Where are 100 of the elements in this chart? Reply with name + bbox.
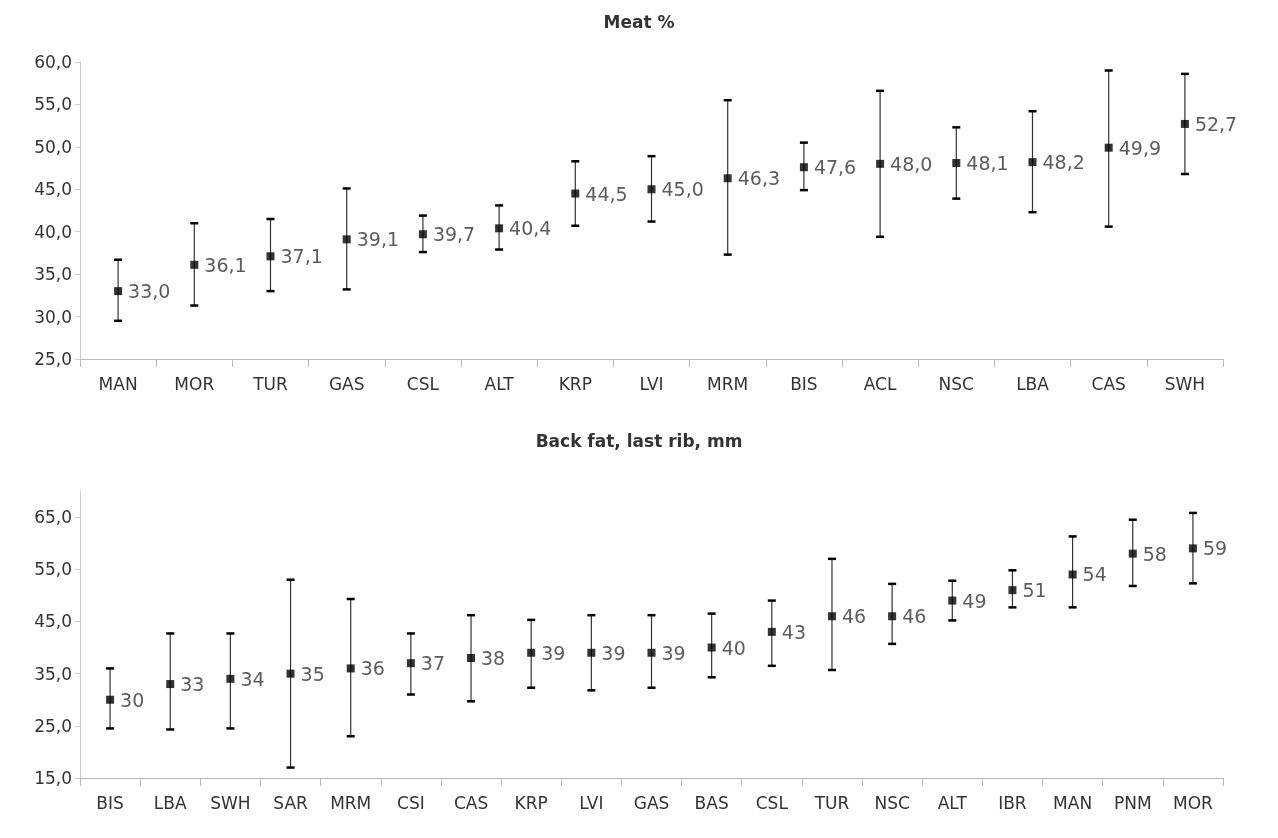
- x-tick-label: CSL: [755, 792, 789, 813]
- data-label: 40,4: [509, 217, 552, 240]
- data-label: 46,3: [737, 167, 781, 190]
- x-tick-label: NSC: [874, 792, 910, 813]
- data-label: 46: [841, 605, 867, 628]
- y-tick-label: 25,0: [34, 349, 72, 369]
- y-tick-label: 35,0: [34, 663, 72, 684]
- point: [495, 224, 504, 233]
- data-label: 52,7: [1194, 112, 1238, 135]
- data-label: 48,1: [966, 151, 1009, 174]
- point: [190, 260, 199, 269]
- x-tick-label: SWH: [210, 792, 251, 813]
- x-tick-label: LVI: [639, 373, 664, 394]
- x-tick-label: MAN: [1053, 792, 1093, 813]
- data-label: 36,1: [204, 253, 247, 276]
- x-tick-label: ACL: [863, 373, 897, 394]
- data-label: 39,1: [356, 228, 400, 251]
- x-tick-label: TUR: [252, 373, 289, 394]
- x-tick-label: CAS: [453, 792, 489, 813]
- x-tick-label: IBR: [998, 792, 1027, 813]
- x-tick-label: ALT: [484, 373, 515, 394]
- y-tick-label: 35,0: [34, 264, 72, 285]
- data-label: 30: [120, 688, 145, 711]
- data-label: 37: [420, 652, 446, 675]
- point: [266, 252, 275, 261]
- x-tick-label: NSC: [938, 373, 974, 394]
- data-label: 38: [481, 646, 506, 669]
- x-tick-label: MRM: [330, 792, 372, 813]
- point: [226, 674, 235, 683]
- point: [888, 612, 897, 621]
- x-tick-label: BIS: [96, 792, 124, 813]
- y-tick-label: 25,0: [34, 715, 72, 736]
- data-label: 47,6: [813, 156, 857, 179]
- data-label: 39,7: [432, 223, 476, 246]
- point: [342, 235, 351, 244]
- data-label: 34: [240, 667, 265, 690]
- point: [647, 648, 656, 657]
- point: [1128, 549, 1137, 558]
- y-tick-label: 50,0: [34, 136, 72, 157]
- y-tick-label: 45,0: [34, 611, 72, 632]
- point: [571, 189, 580, 198]
- data-label: 39: [601, 641, 626, 664]
- y-tick-label: 30,0: [34, 306, 72, 327]
- point: [1188, 544, 1197, 553]
- x-tick-label: MAN: [98, 373, 138, 394]
- x-tick-label: CAS: [1091, 373, 1126, 394]
- point: [114, 287, 123, 296]
- point: [286, 669, 295, 678]
- data-label: 49,9: [1118, 136, 1162, 159]
- x-tick-label: MRM: [707, 373, 749, 394]
- point: [948, 596, 957, 605]
- point: [467, 653, 476, 662]
- y-tick-label: 55,0: [34, 94, 72, 115]
- chart-title: Back fat, last rib, mm: [535, 430, 743, 451]
- x-tick-label: BAS: [694, 792, 729, 813]
- data-label: 59: [1202, 537, 1228, 560]
- y-tick-label: 15,0: [34, 768, 72, 788]
- point: [587, 648, 596, 657]
- point: [723, 174, 732, 183]
- point: [799, 163, 808, 172]
- data-label: 51: [1022, 579, 1047, 602]
- x-tick-label: GAS: [328, 373, 365, 394]
- point: [406, 659, 415, 668]
- x-tick-label: MOR: [1172, 792, 1214, 813]
- point: [1180, 119, 1189, 128]
- x-tick-label: KRP: [514, 792, 548, 813]
- y-tick-label: 55,0: [34, 559, 72, 580]
- point: [346, 664, 355, 673]
- x-tick-label: CSL: [406, 373, 440, 394]
- point: [166, 680, 175, 689]
- x-tick-label: GAS: [633, 792, 670, 813]
- data-label: 58: [1142, 542, 1167, 565]
- y-tick-label: 65,0: [34, 507, 72, 528]
- data-label: 33: [180, 673, 205, 696]
- point: [1008, 586, 1017, 595]
- data-label: 46: [902, 605, 927, 628]
- point: [952, 158, 961, 167]
- x-tick-label: SWH: [1164, 373, 1206, 394]
- x-tick-label: PNM: [1113, 792, 1152, 813]
- data-label: 48,2: [1042, 151, 1085, 174]
- x-tick-label: BIS: [790, 373, 818, 394]
- point: [876, 159, 885, 168]
- x-tick-label: ALT: [937, 792, 968, 813]
- x-tick-label: CSI: [397, 792, 425, 813]
- y-tick-label: 45,0: [34, 179, 72, 200]
- data-label: 45,0: [661, 178, 704, 201]
- data-label: 35: [300, 662, 325, 685]
- data-label: 33,0: [128, 280, 171, 303]
- data-label: 36: [360, 657, 385, 680]
- data-label: 49: [962, 589, 987, 612]
- point: [418, 230, 427, 239]
- point: [527, 648, 536, 657]
- x-tick-label: LVI: [579, 792, 604, 813]
- data-label: 40: [721, 636, 746, 659]
- point: [1028, 158, 1037, 167]
- data-label: 48,0: [890, 152, 933, 175]
- data-label: 39: [661, 641, 686, 664]
- x-tick-label: LBA: [153, 792, 187, 813]
- point: [767, 627, 776, 636]
- point: [707, 643, 716, 652]
